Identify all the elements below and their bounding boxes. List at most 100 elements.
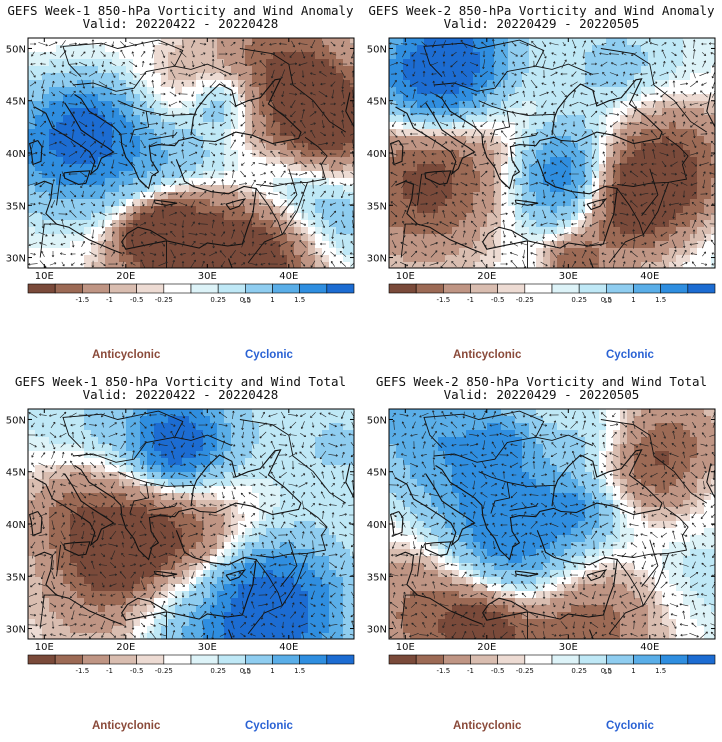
wind-arrow: [61, 61, 65, 67]
vorticity-cell: [417, 248, 425, 256]
vorticity-cell: [49, 94, 57, 102]
vorticity-cell: [445, 192, 453, 200]
vorticity-cell: [154, 101, 162, 109]
vorticity-cell: [350, 423, 355, 431]
vorticity-cell: [403, 80, 411, 88]
wind-arrow: [489, 141, 499, 146]
wind-arrow: [661, 132, 667, 136]
wind-arrow: [251, 171, 255, 177]
vorticity-cell: [322, 213, 330, 221]
wind-arrow: [681, 249, 687, 258]
vorticity-cell: [350, 171, 355, 179]
vorticity-cell: [287, 108, 295, 116]
vorticity-cell: [697, 227, 705, 235]
vorticity-cell: [564, 115, 572, 123]
wind-arrow: [542, 189, 546, 199]
vorticity-cell: [294, 59, 302, 67]
wind-arrow: [682, 240, 686, 248]
vorticity-cell: [473, 66, 481, 74]
vorticity-cell: [557, 80, 565, 88]
vorticity-cell: [515, 248, 523, 256]
wind-arrow: [472, 169, 476, 179]
vorticity-cell: [154, 45, 162, 53]
vorticity-cell: [280, 248, 288, 256]
vorticity-cell: [105, 430, 113, 438]
wind-arrow: [240, 230, 246, 238]
vorticity-cell: [266, 73, 274, 81]
wind-arrow: [91, 229, 94, 239]
wind-arrow: [180, 112, 186, 116]
vorticity-cell: [245, 59, 253, 67]
vorticity-cell: [487, 164, 495, 172]
wind-arrow: [130, 212, 137, 216]
vorticity-cell: [84, 66, 92, 74]
vorticity-cell: [571, 234, 579, 242]
vorticity-cell: [77, 241, 85, 249]
vorticity-cell: [273, 52, 281, 60]
vorticity-cell: [112, 157, 120, 165]
wind-arrow: [310, 202, 316, 206]
vorticity-cell: [77, 94, 85, 102]
vorticity-cell: [417, 255, 425, 263]
vorticity-cell: [389, 59, 397, 67]
vorticity-cell: [613, 199, 621, 207]
vorticity-cell: [70, 59, 78, 67]
vorticity-cell: [182, 94, 190, 102]
wind-arrow: [613, 260, 616, 268]
vorticity-cell: [550, 192, 558, 200]
vorticity-cell: [336, 59, 344, 67]
vorticity-cell: [259, 122, 267, 130]
vorticity-cell: [662, 66, 670, 74]
vorticity-cell: [231, 213, 239, 221]
vorticity-cell: [35, 45, 43, 53]
vorticity-cell: [336, 38, 344, 46]
vorticity-cell: [203, 206, 211, 214]
vorticity-cell: [84, 143, 92, 151]
vorticity-cell: [301, 192, 309, 200]
wind-arrow: [429, 91, 439, 97]
wind-arrow: [240, 90, 246, 98]
wind-arrow: [710, 113, 715, 115]
vorticity-cell: [403, 38, 411, 46]
wind-arrow: [702, 179, 706, 189]
vorticity-cell: [641, 73, 649, 81]
wind-arrow: [662, 100, 666, 108]
vorticity-cell: [168, 150, 176, 158]
wind-arrow: [200, 252, 206, 256]
vorticity-cell: [438, 262, 446, 269]
wind-arrow: [300, 232, 306, 236]
vorticity-cell: [396, 87, 404, 95]
vorticity-cell: [49, 157, 57, 165]
vorticity-cell: [473, 255, 481, 263]
vorticity-cell: [592, 115, 600, 123]
vorticity-cell: [245, 178, 253, 186]
wind-arrow: [600, 122, 608, 126]
wind-arrow: [241, 162, 245, 166]
wind-arrow: [629, 170, 639, 178]
wind-arrow: [210, 99, 216, 109]
wind-arrow: [571, 242, 577, 246]
vorticity-cell: [301, 255, 309, 263]
wind-arrow: [321, 200, 325, 208]
wind-arrow: [119, 83, 126, 86]
wind-arrow: [221, 221, 225, 227]
wind-arrow: [109, 171, 117, 177]
wind-arrow: [531, 72, 537, 76]
vorticity-cell: [403, 206, 411, 214]
vorticity-cell: [529, 262, 537, 269]
vorticity-cell: [112, 248, 120, 256]
vorticity-cell: [431, 52, 439, 60]
wind-arrow: [141, 201, 145, 207]
wind-arrow: [442, 110, 446, 118]
wind-arrow: [691, 212, 697, 216]
wind-arrow: [251, 162, 255, 166]
vorticity-cell: [224, 108, 232, 116]
vorticity-cell: [515, 227, 523, 235]
vorticity-cell: [77, 248, 85, 256]
vorticity-cell: [91, 129, 99, 137]
vorticity-cell: [98, 178, 106, 186]
vorticity-cell: [259, 94, 267, 102]
wind-arrow: [401, 192, 407, 196]
vorticity-cell: [56, 185, 64, 193]
vorticity-cell: [84, 150, 92, 158]
